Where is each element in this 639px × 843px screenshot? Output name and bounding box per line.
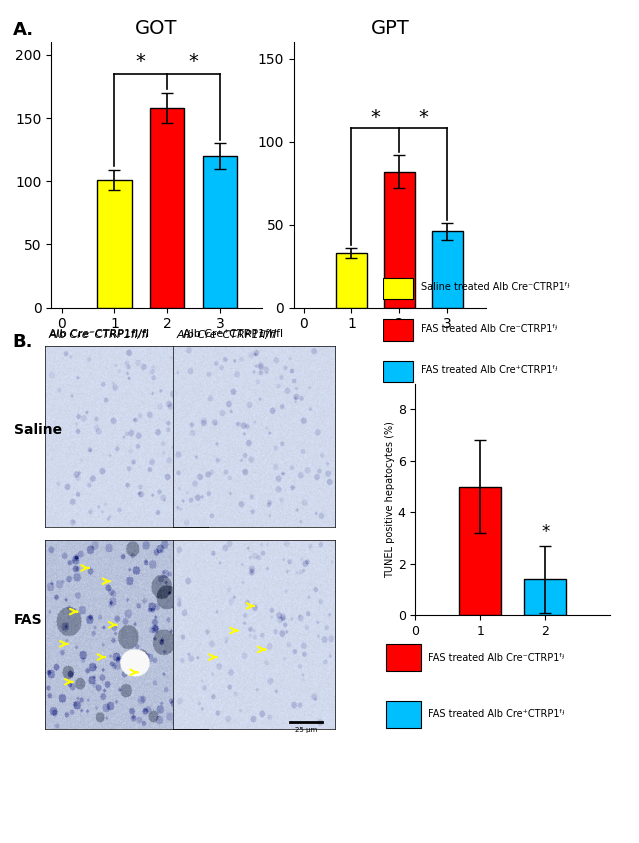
Text: Alb Cre⁺CTRP1fl/fl: Alb Cre⁺CTRP1fl/fl bbox=[183, 329, 283, 339]
Text: Saline treated Alb Cre⁻CTRP1ᶠᶡ: Saline treated Alb Cre⁻CTRP1ᶠᶡ bbox=[420, 282, 570, 293]
Title: GPT: GPT bbox=[371, 19, 409, 38]
Bar bbox=[336, 253, 367, 308]
Text: FAS treated Alb Cre⁻CTRP1ᶠᶡ: FAS treated Alb Cre⁻CTRP1ᶠᶡ bbox=[420, 324, 557, 334]
Text: Alb Cre⁻CTRP1fl/fl: Alb Cre⁻CTRP1fl/fl bbox=[49, 330, 150, 340]
Bar bbox=[203, 156, 237, 308]
Bar bbox=[386, 644, 420, 671]
Bar bbox=[432, 231, 463, 308]
Text: *: * bbox=[541, 523, 550, 540]
Bar bbox=[97, 180, 132, 308]
Text: B.: B. bbox=[13, 333, 33, 351]
Text: *: * bbox=[136, 52, 146, 72]
Text: 25 μm: 25 μm bbox=[295, 728, 318, 733]
Bar bbox=[524, 579, 566, 615]
Text: FAS treated Alb Cre⁺CTRP1ᶠᶡ: FAS treated Alb Cre⁺CTRP1ᶠᶡ bbox=[420, 365, 558, 375]
Y-axis label: TUNEL positive hepatocytes (%): TUNEL positive hepatocytes (%) bbox=[385, 421, 395, 578]
Text: Alb Cre⁻CTRP1fl/fl: Alb Cre⁻CTRP1fl/fl bbox=[49, 329, 149, 339]
Text: FAS: FAS bbox=[14, 613, 43, 626]
Text: *: * bbox=[419, 108, 428, 126]
Bar bbox=[459, 486, 502, 615]
Title: GOT: GOT bbox=[135, 19, 178, 38]
Text: *: * bbox=[371, 108, 380, 126]
Text: Alb Cre⁺CTRP1fl/fl: Alb Cre⁺CTRP1fl/fl bbox=[176, 330, 277, 340]
Text: *: * bbox=[189, 52, 198, 72]
Text: Saline: Saline bbox=[14, 423, 62, 437]
Bar bbox=[383, 278, 413, 299]
Text: FAS treated Alb Cre⁺CTRP1ᶠᶡ: FAS treated Alb Cre⁺CTRP1ᶠᶡ bbox=[428, 709, 565, 719]
Bar bbox=[384, 172, 415, 308]
Text: A.: A. bbox=[13, 21, 34, 39]
Bar bbox=[383, 361, 413, 382]
Bar bbox=[386, 701, 420, 728]
Bar bbox=[150, 108, 184, 308]
Text: FAS treated Alb Cre⁻CTRP1ᶠᶡ: FAS treated Alb Cre⁻CTRP1ᶠᶡ bbox=[428, 652, 565, 663]
Bar bbox=[383, 319, 413, 341]
